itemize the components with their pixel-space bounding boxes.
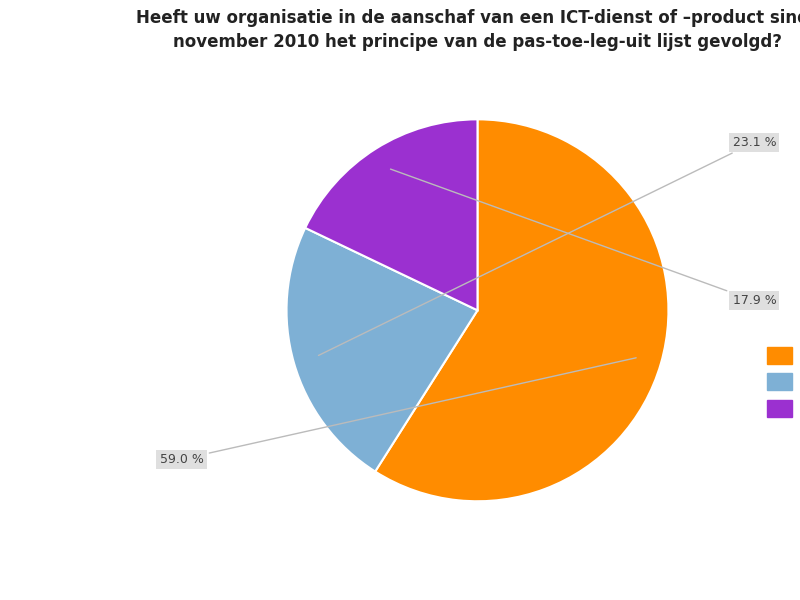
Legend: Ja, Nee, Weet niet: Ja, Nee, Weet niet (762, 341, 800, 422)
Text: 17.9 %: 17.9 % (390, 169, 776, 307)
Wedge shape (306, 119, 478, 310)
Text: 23.1 %: 23.1 % (318, 136, 776, 355)
Wedge shape (375, 119, 669, 501)
Wedge shape (286, 228, 478, 472)
Text: 59.0 %: 59.0 % (159, 358, 636, 466)
Title: Heeft uw organisatie in de aanschaf van een ICT-dienst of –product sinds
novembe: Heeft uw organisatie in de aanschaf van … (136, 9, 800, 50)
